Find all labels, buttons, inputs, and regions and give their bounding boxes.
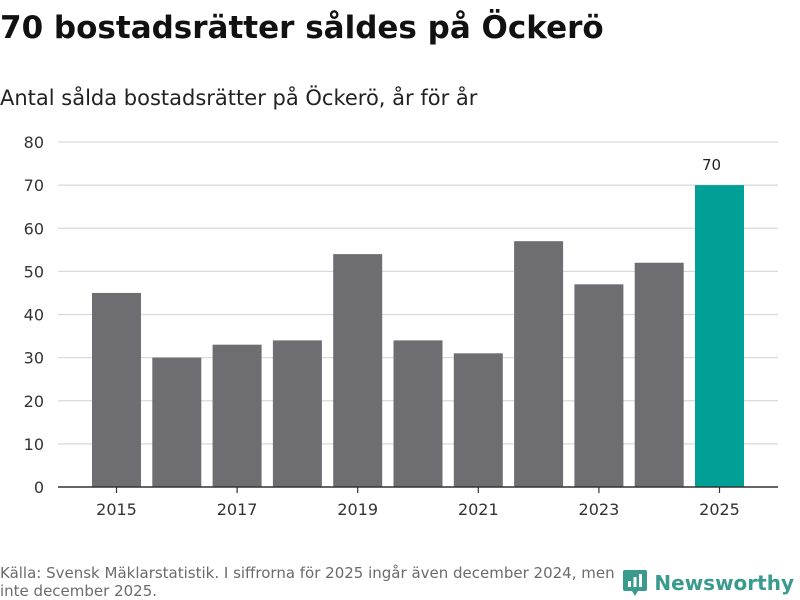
bar-2015 — [92, 292, 141, 487]
chart-subtitle: Antal sålda bostadsrätter på Öckerö, år … — [0, 86, 478, 110]
y-tick-label: 80 — [24, 133, 44, 152]
source-note: Källa: Svensk Mäklarstatistik. I siffror… — [0, 564, 615, 600]
y-tick-label: 40 — [24, 306, 44, 325]
bar-chart: 0 10 20 30 40 50 60 70 80 2015 2017 2019 2021 2023 202… — [24, 133, 778, 519]
bar-2017 — [212, 344, 262, 487]
bar-2024 — [634, 262, 684, 487]
x-tick-label: 2017 — [217, 500, 258, 519]
y-tick-label: 0 — [34, 478, 44, 497]
x-tick-label: 2015 — [96, 500, 137, 519]
y-tick-label: 60 — [24, 219, 44, 238]
data-label: 70 — [702, 156, 721, 174]
brand-logo: Newsworthy — [622, 569, 794, 597]
y-tick-label: 10 — [24, 435, 44, 454]
x-tick-label: 2021 — [458, 500, 499, 519]
axes — [58, 486, 778, 493]
y-tick-label: 20 — [24, 392, 44, 411]
newsworthy-logo-icon — [623, 570, 648, 596]
x-tick-label: 2019 — [337, 500, 378, 519]
bar-2023 — [574, 284, 624, 487]
bar-2025 — [695, 185, 744, 487]
x-tick-label: 2025 — [699, 500, 740, 519]
labels: 0 10 20 30 40 50 60 70 80 2015 2017 2019 2021 2023 202… — [24, 133, 740, 519]
bar-2019 — [333, 254, 383, 487]
bar-2020 — [393, 340, 443, 487]
bar-2018 — [272, 340, 322, 487]
x-tick-label: 2023 — [579, 500, 620, 519]
brand-name: Newsworthy — [654, 571, 794, 595]
bars — [92, 185, 744, 487]
y-tick-label: 50 — [24, 262, 44, 281]
bar-2022 — [514, 241, 564, 487]
bar-2016 — [152, 357, 202, 487]
y-tick-label: 70 — [24, 176, 44, 195]
bar-2021 — [453, 353, 503, 487]
chart-title: 70 bostadsrätter såldes på Öckerö — [0, 10, 604, 46]
y-tick-label: 30 — [24, 349, 44, 368]
